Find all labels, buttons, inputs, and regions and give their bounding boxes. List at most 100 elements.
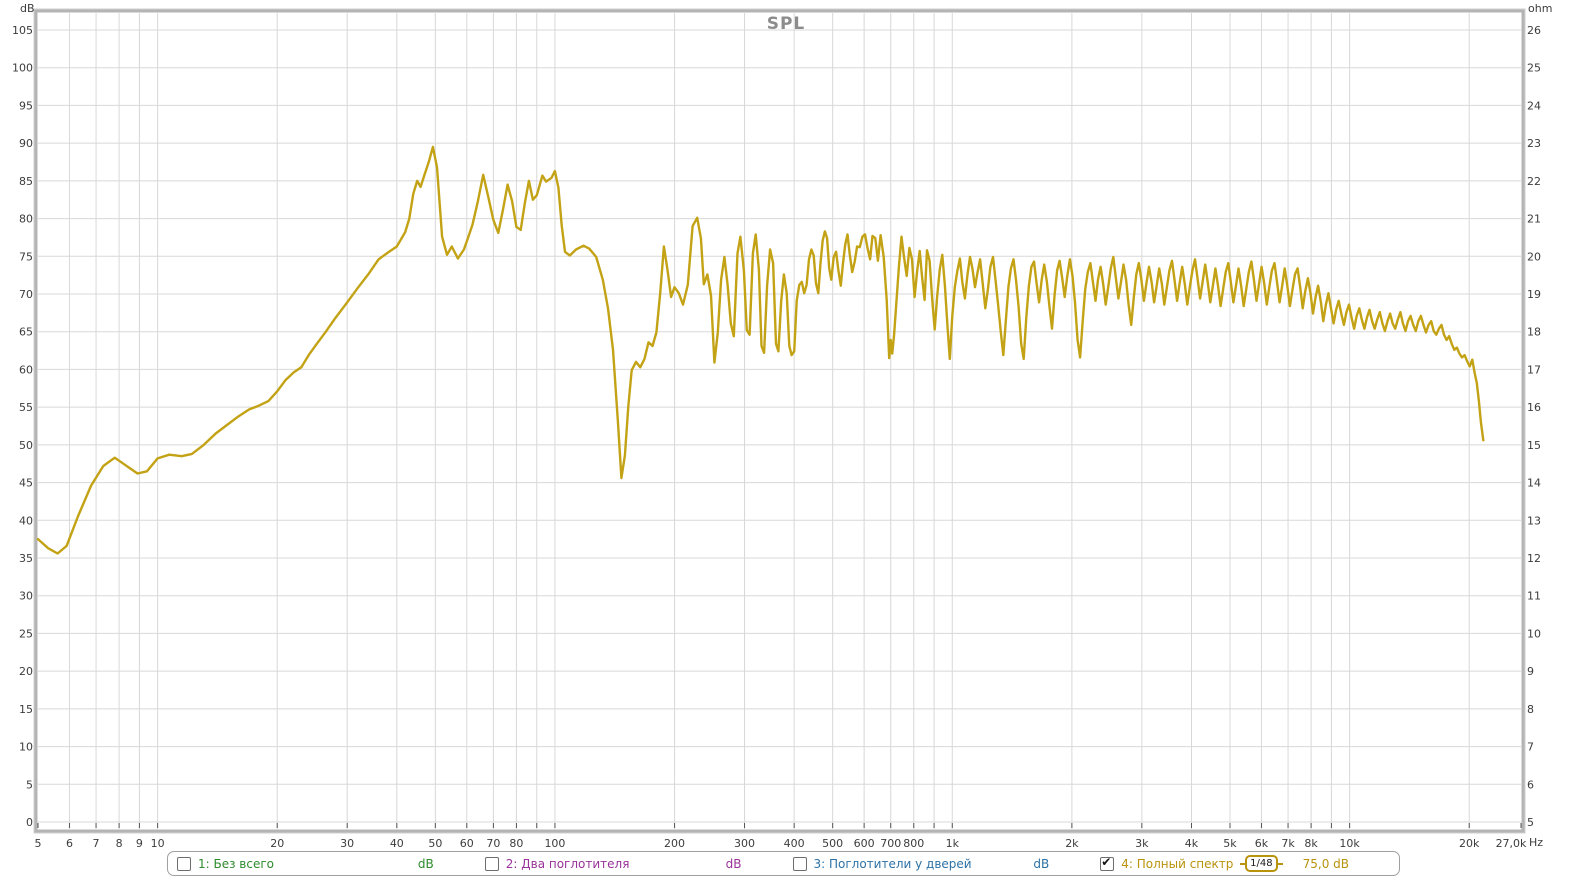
measurement-1-label: 1: Без всего xyxy=(198,856,275,871)
left-tick-label: 10 xyxy=(19,741,33,754)
right-tick-label: 16 xyxy=(1527,401,1541,414)
x-tick-label: 60 xyxy=(460,837,474,850)
x-tick-label: 50 xyxy=(428,837,442,850)
measurement-4-level: 75,0 dB xyxy=(1302,856,1349,871)
measurement-2-checkbox[interactable] xyxy=(484,856,499,871)
left-tick-label: 80 xyxy=(19,213,33,226)
right-tick-label: 20 xyxy=(1527,250,1541,263)
x-tick-label: 100 xyxy=(544,837,565,850)
left-tick-label: 35 xyxy=(19,552,33,565)
x-tick-label: 2k xyxy=(1065,837,1079,850)
right-tick-label: 10 xyxy=(1527,627,1541,640)
legend-item-2[interactable]: 2: Два поглотителя dB xyxy=(476,856,784,871)
legend-item-1[interactable]: 1: Без всего dB xyxy=(168,856,476,871)
right-tick-label: 14 xyxy=(1527,477,1541,490)
left-tick-label: 85 xyxy=(19,175,33,188)
measurement-1-checkbox[interactable] xyxy=(177,856,191,871)
x-tick-label: 8k xyxy=(1304,837,1318,850)
measurement-4-checkbox[interactable] xyxy=(1100,855,1115,871)
right-tick-label: 21 xyxy=(1527,213,1541,226)
x-tick-label: 9 xyxy=(136,837,143,850)
right-tick-label: 8 xyxy=(1527,703,1534,716)
right-tick-label: 5 xyxy=(1527,816,1534,829)
x-axis-unit: Hz xyxy=(1529,836,1544,849)
right-tick-label: 12 xyxy=(1527,552,1541,565)
x-tick-label: 800 xyxy=(903,837,924,850)
x-tick-label: 6k xyxy=(1255,837,1269,850)
legend-item-3[interactable]: 3: Поглотители у дверей dB xyxy=(784,856,1092,871)
x-tick-label: 20k xyxy=(1459,837,1480,850)
left-axis-unit: dB xyxy=(20,2,35,15)
x-tick-label: 500 xyxy=(822,837,843,850)
left-tick-label: 95 xyxy=(19,99,33,112)
right-tick-label: 9 xyxy=(1527,665,1534,678)
left-tick-label: 50 xyxy=(19,439,33,452)
x-tick-label: 30 xyxy=(340,837,354,850)
x-tick-label: 40 xyxy=(390,837,404,850)
measurement-3-unit: dB xyxy=(1033,856,1050,871)
right-axis-unit: ohm xyxy=(1528,2,1553,15)
smoothing-control[interactable]: 1/48 xyxy=(1240,855,1283,872)
right-tick-label: 17 xyxy=(1527,363,1541,376)
left-tick-label: 30 xyxy=(19,590,33,603)
right-tick-label: 7 xyxy=(1527,741,1534,754)
x-tick-label: 6 xyxy=(66,837,73,850)
measurement-2-unit: dB xyxy=(725,856,742,871)
left-tick-label: 105 xyxy=(12,24,33,37)
x-tick-label: 7 xyxy=(93,837,100,850)
left-tick-label: 90 xyxy=(19,137,33,150)
x-tick-label: 5 xyxy=(35,837,42,850)
left-tick-label: 60 xyxy=(19,363,33,376)
x-tick-label: 10k xyxy=(1339,837,1360,850)
x-tick-label: 5k xyxy=(1223,837,1237,850)
x-tick-label: 1k xyxy=(946,837,960,850)
left-tick-label: 5 xyxy=(26,778,33,791)
x-tick-label: 10 xyxy=(151,837,165,850)
right-tick-label: 11 xyxy=(1527,590,1541,603)
smoothing-dash-left xyxy=(1240,862,1246,865)
x-tick-label: 80 xyxy=(509,837,523,850)
right-tick-label: 25 xyxy=(1527,62,1541,75)
right-tick-label: 26 xyxy=(1527,24,1541,37)
x-tick-label: 8 xyxy=(116,837,123,850)
smoothing-badge[interactable]: 1/48 xyxy=(1245,855,1278,872)
left-tick-label: 20 xyxy=(19,665,33,678)
x-tick-label: 300 xyxy=(734,837,755,850)
legend-item-4[interactable]: 4: Полный спектр 1/48 75,0 dB xyxy=(1091,855,1399,872)
left-tick-label: 100 xyxy=(12,62,33,75)
left-tick-label: 65 xyxy=(19,326,33,339)
measurement-3-checkbox[interactable] xyxy=(792,856,807,871)
right-tick-label: 6 xyxy=(1527,778,1534,791)
right-tick-label: 23 xyxy=(1527,137,1541,150)
measurement-2-label: 2: Два поглотителя xyxy=(505,856,630,871)
chart-title: SPL xyxy=(766,14,806,34)
right-tick-label: 13 xyxy=(1527,514,1541,527)
left-tick-label: 45 xyxy=(19,477,33,490)
left-tick-label: 25 xyxy=(19,627,33,640)
left-tick-label: 15 xyxy=(19,703,33,716)
legend-bar: 1: Без всего dB 2: Два поглотителя dB 3:… xyxy=(167,851,1400,876)
left-tick-label: 0 xyxy=(26,816,33,829)
x-tick-label: 70 xyxy=(486,837,500,850)
measurement-4-label: 4: Полный спектр xyxy=(1121,856,1234,871)
measurement-3-label: 3: Поглотители у дверей xyxy=(813,856,972,871)
left-tick-label: 70 xyxy=(19,288,33,301)
x-tick-label: 3k xyxy=(1135,837,1149,850)
measurement-1-unit: dB xyxy=(417,856,434,871)
x-tick-label: 4k xyxy=(1185,837,1199,850)
right-tick-label: 18 xyxy=(1527,326,1541,339)
x-tick-label: 27,0k xyxy=(1496,837,1527,850)
right-tick-label: 19 xyxy=(1527,288,1541,301)
spl-trace xyxy=(36,145,1485,555)
x-tick-label: 200 xyxy=(664,837,685,850)
x-tick-label: 400 xyxy=(784,837,805,850)
left-tick-label: 40 xyxy=(19,514,33,527)
x-tick-label: 7k xyxy=(1281,837,1295,850)
right-tick-label: 24 xyxy=(1527,99,1541,112)
plot-frame-outer xyxy=(33,8,1526,834)
plot-frame xyxy=(34,9,1525,833)
smoothing-dash-right xyxy=(1277,862,1283,865)
left-tick-label: 75 xyxy=(19,250,33,263)
